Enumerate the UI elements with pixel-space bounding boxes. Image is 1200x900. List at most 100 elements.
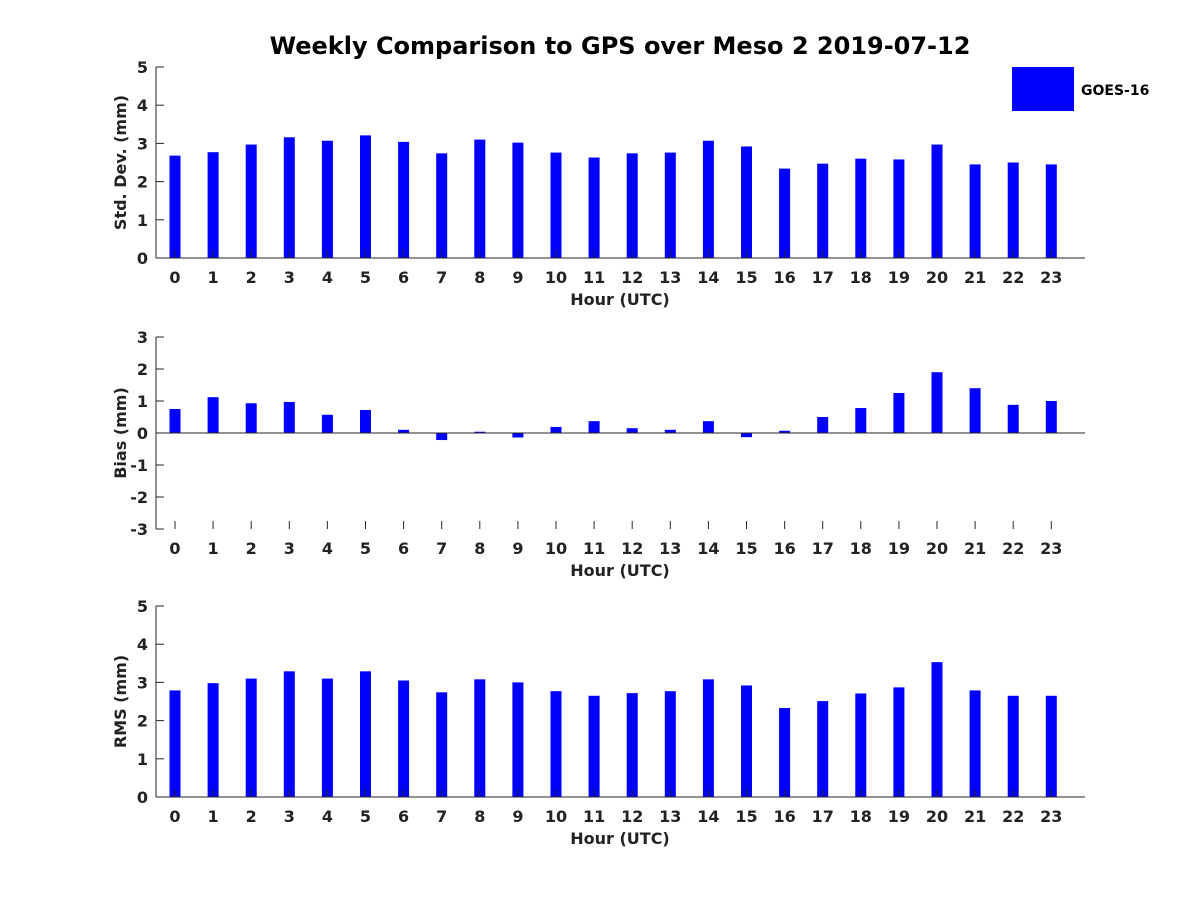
bar-stddev-15 [741,146,752,258]
bar-bias-12 [626,428,638,433]
bar-bias-7 [436,433,448,441]
x-tick-label-bias-22: 22 [1002,539,1024,558]
x-tick-label-stddev-5: 5 [360,268,371,287]
x-tick-label-stddev-0: 0 [169,268,180,287]
x-tick-label-stddev-7: 7 [436,268,447,287]
x-tick-label-stddev-3: 3 [284,268,295,287]
bar-stddev-3 [283,137,295,258]
x-tick-label-rms-15: 15 [735,807,757,826]
bar-rms-3 [283,671,295,797]
x-tick-label-stddev-4: 4 [322,268,333,287]
y-tick-label-stddev-0: 0 [137,249,148,268]
y-axis-label-bias: Bias (mm) [111,387,130,479]
y-axis-label-stddev: Std. Dev. (mm) [111,95,130,230]
x-tick-label-bias-9: 9 [512,539,523,558]
bar-rms-6 [398,680,410,797]
x-tick-label-rms-2: 2 [246,807,257,826]
chart-title: Weekly Comparison to GPS over Meso 2 201… [270,32,971,60]
x-tick-label-stddev-13: 13 [659,268,681,287]
x-tick-label-stddev-1: 1 [208,268,219,287]
y-tick-label-rms-5: 5 [137,597,148,616]
x-tick-label-bias-14: 14 [697,539,719,558]
y-tick-label-bias-3: 3 [137,328,148,347]
x-tick-label-stddev-22: 22 [1002,268,1024,287]
x-tick-label-rms-20: 20 [926,807,948,826]
x-tick-label-rms-8: 8 [474,807,485,826]
x-tick-label-bias-7: 7 [436,539,447,558]
x-tick-label-bias-0: 0 [169,539,180,558]
bar-bias-20 [931,372,943,433]
bar-rms-19 [893,687,905,797]
x-tick-label-rms-10: 10 [545,807,567,826]
x-tick-label-bias-20: 20 [926,539,948,558]
x-tick-label-bias-18: 18 [850,539,872,558]
bar-stddev-18 [855,158,867,258]
bar-rms-18 [855,693,867,797]
bar-bias-0 [169,409,181,433]
bar-bias-10 [550,426,562,433]
bar-stddev-1 [207,152,219,258]
bar-rms-15 [741,685,752,797]
bar-rms-13 [664,691,676,797]
x-tick-label-rms-16: 16 [773,807,795,826]
x-tick-label-rms-14: 14 [697,807,719,826]
bar-rms-12 [626,693,638,797]
bar-stddev-16 [779,168,791,258]
bar-stddev-2 [245,144,257,258]
bar-bias-2 [245,403,257,433]
bar-bias-21 [969,388,981,433]
x-tick-label-bias-19: 19 [888,539,910,558]
y-tick-label-stddev-1: 1 [137,211,148,230]
x-tick-label-stddev-23: 23 [1040,268,1062,287]
bar-stddev-10 [550,152,562,258]
x-tick-label-bias-12: 12 [621,539,643,558]
y-tick-label-bias--1: -1 [130,456,148,475]
bar-bias-6 [398,429,410,433]
bar-rms-8 [474,679,486,797]
x-axis-label-rms: Hour (UTC) [570,829,670,848]
x-tick-label-rms-12: 12 [621,807,643,826]
bar-rms-4 [321,678,333,797]
bar-bias-13 [664,429,676,433]
bar-bias-17 [817,417,829,433]
x-tick-label-bias-2: 2 [246,539,257,558]
bar-rms-7 [436,692,448,797]
bar-stddev-19 [893,159,905,258]
bar-bias-4 [321,414,333,433]
x-tick-label-stddev-16: 16 [773,268,795,287]
y-tick-label-bias--3: -3 [130,520,148,539]
bar-rms-20 [931,662,943,797]
legend-swatch-goes16 [1012,67,1074,111]
x-tick-label-rms-17: 17 [812,807,834,826]
x-tick-label-bias-15: 15 [735,539,757,558]
bar-rms-17 [817,701,829,797]
bar-rms-0 [169,690,181,797]
x-tick-label-rms-22: 22 [1002,807,1024,826]
x-tick-label-rms-13: 13 [659,807,681,826]
x-tick-label-stddev-10: 10 [545,268,567,287]
x-tick-label-rms-3: 3 [284,807,295,826]
x-tick-label-rms-7: 7 [436,807,447,826]
x-tick-label-stddev-19: 19 [888,268,910,287]
x-tick-label-rms-11: 11 [583,807,605,826]
bar-stddev-7 [436,153,448,258]
x-tick-label-rms-5: 5 [360,807,371,826]
bar-stddev-20 [931,144,943,258]
bar-stddev-23 [1045,164,1057,258]
y-tick-label-rms-1: 1 [137,750,148,769]
x-tick-label-stddev-11: 11 [583,268,605,287]
x-tick-label-rms-6: 6 [398,807,409,826]
x-tick-label-bias-8: 8 [474,539,485,558]
x-tick-label-stddev-20: 20 [926,268,948,287]
x-tick-label-stddev-6: 6 [398,268,409,287]
x-tick-label-rms-18: 18 [850,807,872,826]
x-tick-label-rms-0: 0 [169,807,180,826]
x-tick-label-bias-3: 3 [284,539,295,558]
bar-stddev-12 [626,153,638,258]
y-tick-label-bias-1: 1 [137,392,148,411]
x-tick-label-rms-1: 1 [208,807,219,826]
x-axis-label-bias: Hour (UTC) [570,561,670,580]
